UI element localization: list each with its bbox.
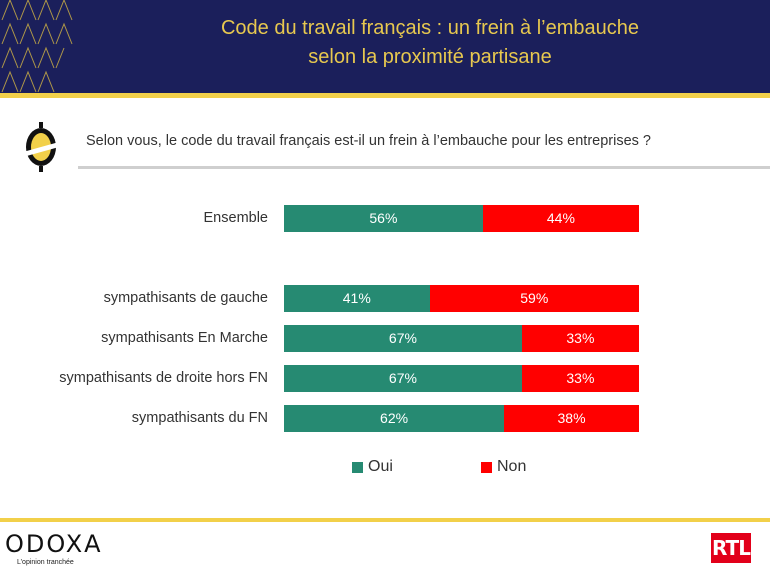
chevron-pattern-decoration (1, 0, 73, 93)
header-banner: Code du travail français : un frein à l’… (0, 0, 770, 93)
legend-item-non: Non (481, 458, 526, 476)
bar-segment-oui: 62% (284, 405, 505, 432)
category-label: sympathisants En Marche (101, 330, 268, 346)
legend-label-oui: Oui (368, 458, 393, 475)
category-label: Ensemble (203, 210, 268, 226)
title-line-1: Code du travail français : un frein à l’… (220, 17, 639, 39)
odoxa-logo: ODOXA (5, 530, 103, 558)
bar-segment-non: 33% (521, 365, 639, 392)
bar-segment-non: 59% (429, 285, 639, 312)
category-label: sympathisants du FN (131, 410, 268, 426)
bar-segment-oui: 41% (284, 285, 430, 312)
bar-segment-non: 44% (482, 205, 639, 232)
bar-segment-oui: 67% (284, 365, 522, 392)
footer-accent-stripe (0, 518, 770, 522)
rtl-logo: RTL (711, 533, 751, 563)
category-label: sympathisants de gauche (103, 290, 268, 306)
legend-swatch-oui (352, 461, 363, 473)
page-title: Code du travail français : un frein à l’… (100, 14, 760, 72)
survey-question: Selon vous, le code du travail français … (86, 133, 651, 149)
question-divider (78, 166, 770, 169)
legend-label-non: Non (497, 458, 527, 475)
legend-swatch-non (481, 461, 492, 473)
bar-segment-oui: 67% (284, 325, 522, 352)
bar-segment-oui: 56% (284, 205, 483, 232)
legend-item-oui: Oui (352, 458, 393, 476)
odoxa-tagline: L’opinion tranchée (17, 559, 74, 566)
bar-segment-non: 33% (521, 325, 639, 352)
title-line-2: selon la proximité partisane (308, 46, 552, 68)
category-label: sympathisants de droite hors FN (59, 370, 268, 386)
header-accent-stripe (0, 93, 770, 98)
odoxa-lemon-icon (23, 122, 59, 172)
bar-segment-non: 38% (504, 405, 639, 432)
